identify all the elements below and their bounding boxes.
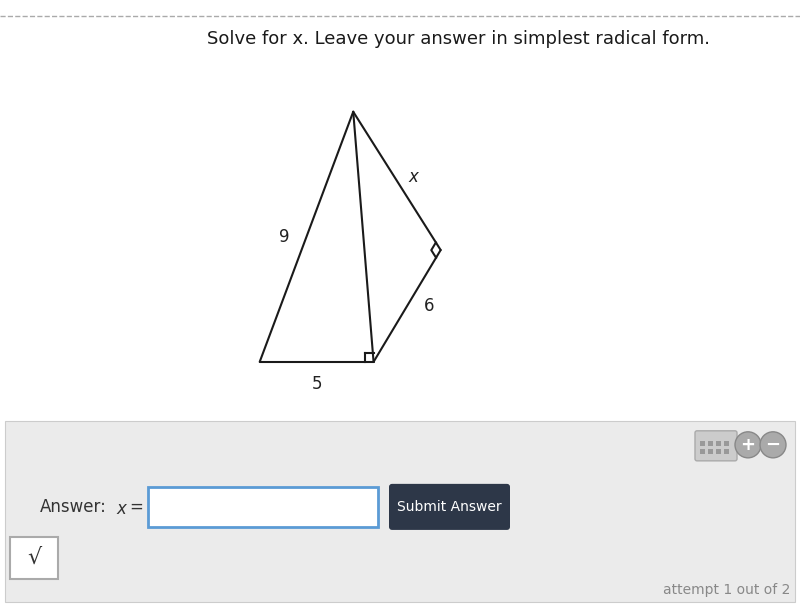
FancyBboxPatch shape: [389, 484, 510, 530]
Text: 5: 5: [311, 375, 322, 393]
Text: attempt 1 out of 2: attempt 1 out of 2: [662, 583, 790, 597]
Bar: [10, 537, 58, 579]
Text: x: x: [408, 168, 418, 186]
Text: Submit Answer: Submit Answer: [397, 500, 502, 514]
Text: −: −: [766, 436, 781, 454]
Bar: [724, 449, 729, 454]
Circle shape: [735, 432, 761, 458]
Bar: [716, 449, 721, 454]
Bar: [724, 441, 729, 446]
Text: =: =: [129, 498, 143, 516]
Bar: [708, 441, 713, 446]
Text: Answer:: Answer:: [40, 498, 107, 516]
Bar: [716, 441, 721, 446]
Circle shape: [760, 432, 786, 458]
FancyBboxPatch shape: [695, 431, 737, 461]
Text: +: +: [741, 436, 755, 454]
Text: 9: 9: [279, 228, 290, 246]
Bar: [700, 449, 705, 454]
Bar: [700, 441, 705, 446]
Text: x: x: [116, 500, 126, 518]
Bar: [708, 449, 713, 454]
Bar: [148, 487, 378, 527]
Text: 6: 6: [424, 297, 434, 315]
Text: √: √: [27, 548, 41, 568]
Text: Solve for x. Leave your answer in simplest radical form.: Solve for x. Leave your answer in simple…: [207, 30, 710, 49]
